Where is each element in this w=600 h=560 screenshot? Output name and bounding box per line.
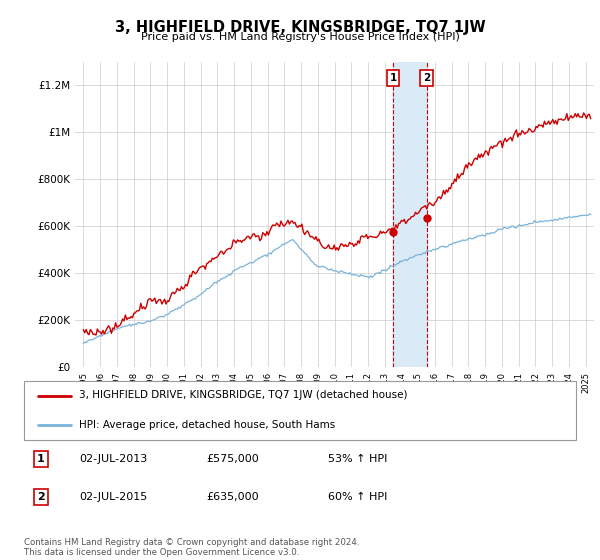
Text: Price paid vs. HM Land Registry's House Price Index (HPI): Price paid vs. HM Land Registry's House … [140,32,460,43]
Text: Contains HM Land Registry data © Crown copyright and database right 2024.
This d: Contains HM Land Registry data © Crown c… [24,538,359,557]
Bar [393,62,427,367]
Text: 2: 2 [37,492,44,502]
Text: 3, HIGHFIELD DRIVE, KINGSBRIDGE, TQ7 1JW: 3, HIGHFIELD DRIVE, KINGSBRIDGE, TQ7 1JW [115,20,485,35]
Text: 2: 2 [423,73,430,83]
Text: HPI: Average price, detached house, South Hams: HPI: Average price, detached house, Sout… [79,420,335,430]
Text: 02-JUL-2015: 02-JUL-2015 [79,492,148,502]
Text: £635,000: £635,000 [206,492,259,502]
Text: 60% ↑ HPI: 60% ↑ HPI [328,492,387,502]
Text: 02-JUL-2013: 02-JUL-2013 [79,454,148,464]
FancyBboxPatch shape [24,381,576,440]
Text: 53% ↑ HPI: 53% ↑ HPI [328,454,387,464]
Text: 1: 1 [37,454,44,464]
Text: 1: 1 [389,73,397,83]
Text: 3, HIGHFIELD DRIVE, KINGSBRIDGE, TQ7 1JW (detached house): 3, HIGHFIELD DRIVE, KINGSBRIDGE, TQ7 1JW… [79,390,408,400]
Text: £575,000: £575,000 [206,454,259,464]
